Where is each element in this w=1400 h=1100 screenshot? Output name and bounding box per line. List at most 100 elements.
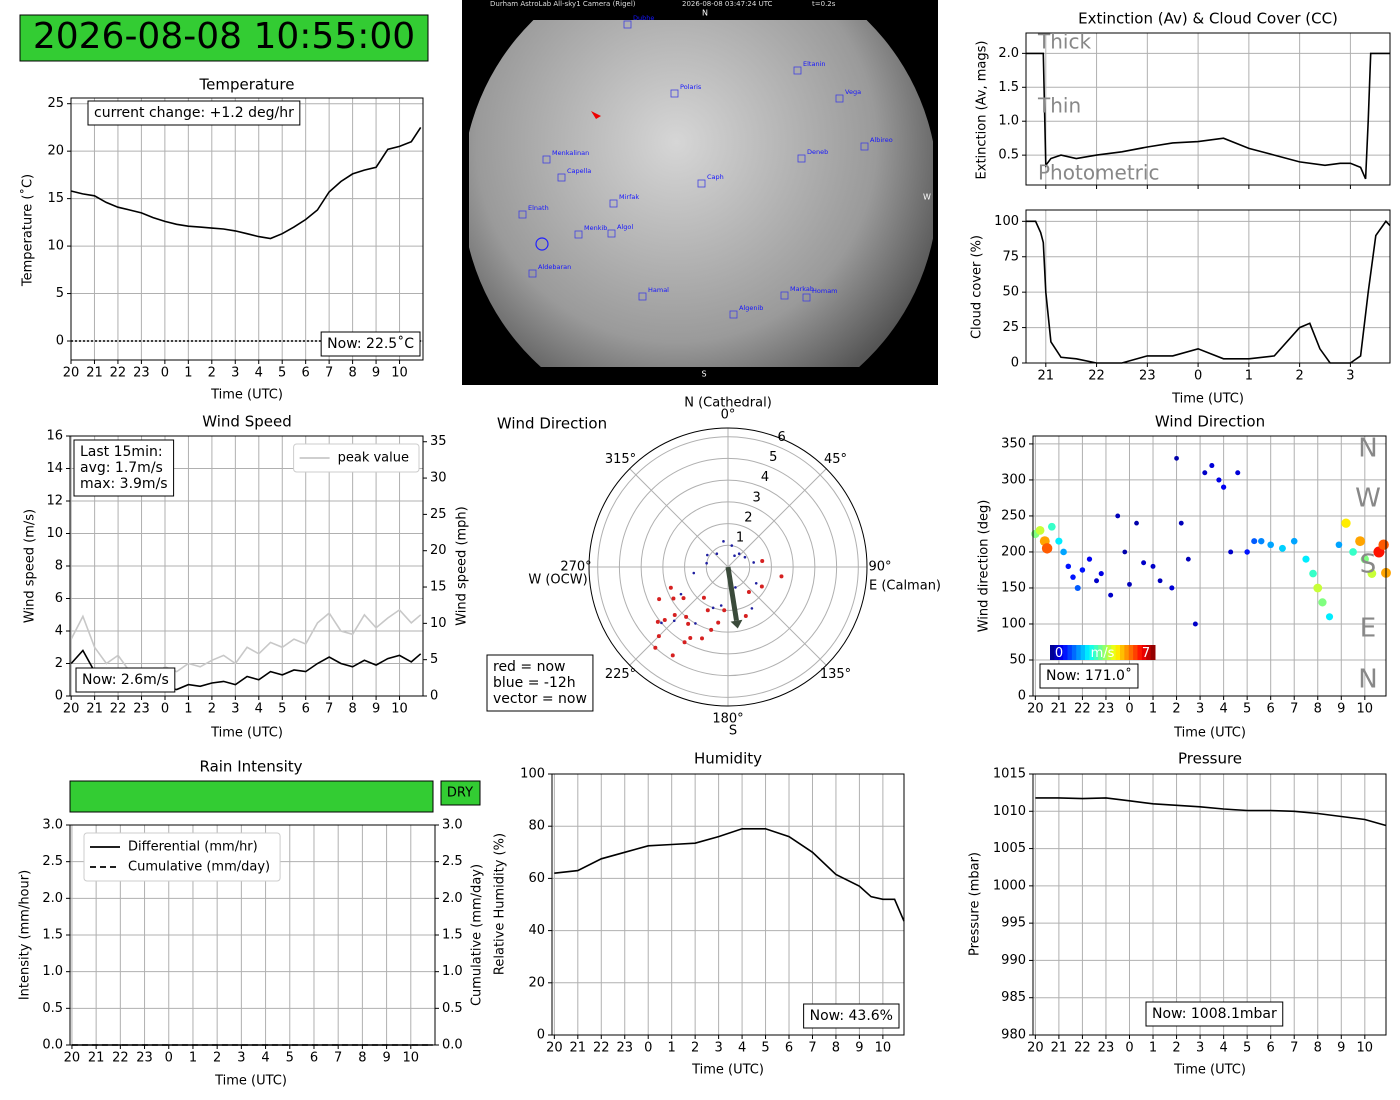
y-tick-label: 250 bbox=[1001, 508, 1026, 523]
plot-area bbox=[1033, 774, 1386, 1035]
x-tick-label: 10 bbox=[1357, 1041, 1374, 1056]
x-tick-label: 22 bbox=[110, 702, 127, 717]
data-point bbox=[1041, 543, 1053, 554]
y-tick-label: 10 bbox=[47, 239, 64, 254]
wind-vector-head bbox=[730, 619, 743, 629]
y2-tick-label: 3.0 bbox=[442, 818, 463, 833]
annotation-text: Now: 1008.1mbar bbox=[1152, 1006, 1277, 1022]
star-marker bbox=[574, 230, 583, 239]
y-tick-label: 1.5 bbox=[42, 928, 63, 943]
sky-timestamp: 2026-08-08 03:47:24 UTC bbox=[682, 0, 773, 8]
data-point bbox=[1209, 462, 1215, 469]
data-point bbox=[1367, 569, 1377, 578]
wind-point bbox=[779, 574, 784, 579]
y-tick-label: 0.5 bbox=[998, 148, 1019, 163]
wind-point bbox=[681, 596, 686, 601]
colorbar-cell bbox=[1124, 645, 1130, 660]
chart-title: Wind Direction bbox=[497, 415, 607, 433]
direction-label: E (Calman) bbox=[869, 579, 941, 594]
x-tick-label: 2 bbox=[1172, 702, 1180, 717]
x-tick-label: 1 bbox=[184, 366, 192, 381]
x-tick-label: 8 bbox=[832, 1041, 840, 1056]
y-tick-label: 75 bbox=[1002, 249, 1019, 264]
x-tick-label: 2 bbox=[208, 366, 216, 381]
y2-tick-label: 20 bbox=[430, 543, 447, 558]
chart-title: Pressure bbox=[1178, 750, 1242, 768]
wind-point bbox=[743, 613, 748, 618]
x-tick-label: 6 bbox=[1267, 1041, 1275, 1056]
y-tick-label: 100 bbox=[994, 214, 1019, 229]
wind-point bbox=[750, 607, 754, 610]
x-tick-label: 10 bbox=[391, 366, 408, 381]
wind-point bbox=[715, 552, 719, 555]
y2-tick-label: 1.5 bbox=[442, 928, 463, 943]
y2-tick-label: 35 bbox=[430, 434, 447, 449]
theta-tick-label: 90° bbox=[868, 560, 891, 575]
star-marker bbox=[802, 293, 811, 302]
colorbar-cell bbox=[1115, 645, 1121, 660]
grid-spoke bbox=[727, 566, 827, 666]
x-tick-label: 21 bbox=[1051, 702, 1068, 717]
x-tick-label: 22 bbox=[110, 366, 127, 381]
y2-tick-label: 2.0 bbox=[442, 891, 463, 906]
data-point bbox=[1228, 549, 1234, 555]
star-marker bbox=[528, 269, 537, 278]
annotation-box bbox=[87, 100, 301, 126]
wind-point bbox=[686, 621, 691, 626]
star-label: Homam bbox=[812, 287, 838, 295]
data-line bbox=[1026, 52, 1390, 180]
data-point bbox=[1094, 578, 1100, 584]
y-tick-label: 50 bbox=[1002, 285, 1019, 300]
annotation-text: avg: 1.7m/s bbox=[80, 460, 163, 476]
x-tick-label: 20 bbox=[64, 1051, 81, 1066]
x-tick-label: 4 bbox=[1219, 1041, 1227, 1056]
clock: 2026-08-08 10:55:00 bbox=[33, 16, 415, 57]
wind-vector bbox=[725, 566, 739, 622]
plot-frame bbox=[551, 773, 905, 1036]
annotation-text: Now: 171.0˚ bbox=[1046, 667, 1132, 684]
x-tick-label: 3 bbox=[231, 702, 239, 717]
theta-tick-label: 315° bbox=[605, 452, 636, 467]
data-point bbox=[1192, 621, 1198, 627]
annotation-box bbox=[75, 667, 176, 693]
y-axis-label: Extinction (Av, mags) bbox=[975, 41, 990, 180]
data-point bbox=[1341, 518, 1351, 528]
star-label: Caph bbox=[707, 173, 724, 181]
star-label: Mirfak bbox=[619, 193, 639, 201]
annotation-text: Now: 43.6% bbox=[810, 1008, 893, 1024]
legend-label: Cumulative (mm/day) bbox=[128, 860, 270, 875]
star-marker bbox=[860, 142, 869, 151]
data-point bbox=[1074, 584, 1081, 591]
wind-point bbox=[688, 635, 693, 640]
annotation-text: Last 15min: bbox=[80, 444, 163, 460]
sky-caption: Durham AstroLab All-sky1 Camera (Rigel) bbox=[490, 0, 636, 8]
x-tick-label: 8 bbox=[1314, 1041, 1322, 1056]
x-tick-label: 1 bbox=[189, 1051, 197, 1066]
theta-tick-label: 135° bbox=[820, 667, 851, 682]
y-tick-label: 20 bbox=[528, 975, 545, 990]
annotation-text: current change: +1.2 deg/hr bbox=[94, 105, 294, 121]
wind-point bbox=[737, 552, 741, 555]
wind-point bbox=[656, 634, 661, 639]
y-tick-label: 0 bbox=[537, 1028, 545, 1043]
data-point bbox=[1115, 513, 1121, 519]
wind-point bbox=[716, 620, 721, 625]
data-point bbox=[1141, 560, 1147, 566]
x-tick-label: 23 bbox=[133, 702, 150, 717]
y-tick-label: 2.5 bbox=[42, 854, 63, 869]
y-tick-label: 40 bbox=[528, 923, 545, 938]
x-tick-label: 10 bbox=[1357, 702, 1374, 717]
colorbar-cell bbox=[1089, 645, 1095, 660]
compass-label: N bbox=[1358, 434, 1377, 464]
annotation-box bbox=[803, 1003, 900, 1029]
x-tick-label: 5 bbox=[278, 702, 286, 717]
star-label: Deneb bbox=[807, 148, 828, 156]
x-tick-label: 22 bbox=[593, 1041, 610, 1056]
y-tick-label: 14 bbox=[46, 461, 63, 476]
x-tick-label: 6 bbox=[302, 366, 310, 381]
y-tick-label: 990 bbox=[1001, 953, 1026, 968]
data-point bbox=[1157, 578, 1163, 584]
theta-tick-label: 225° bbox=[605, 667, 636, 682]
annotation-text: max: 3.9m/s bbox=[80, 476, 168, 492]
